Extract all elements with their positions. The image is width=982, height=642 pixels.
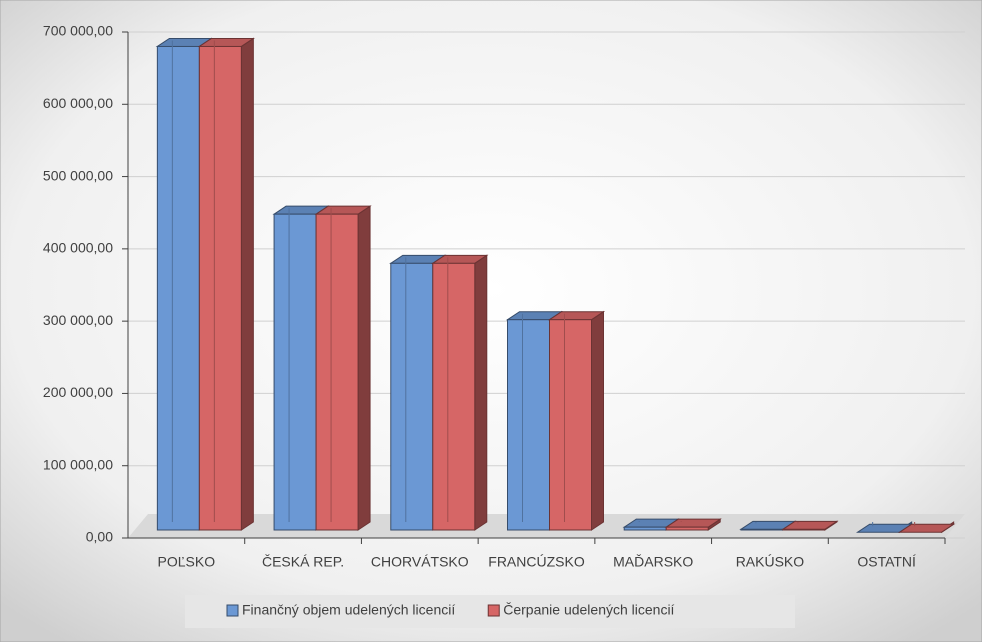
bar: [665, 526, 709, 531]
bar: [273, 213, 317, 531]
x-tick-label: OSTATNÍ: [857, 554, 916, 570]
bar: [782, 528, 826, 531]
legend-swatch: [487, 604, 500, 617]
bar: [623, 526, 667, 531]
x-tick-label: ČESKÁ REP.: [262, 554, 344, 570]
bar: [390, 262, 434, 531]
y-tick-label: 0,00: [86, 529, 113, 545]
bar: [432, 262, 476, 531]
x-tick-label: CHORVÁTSKO: [371, 554, 469, 570]
bar-top: [897, 523, 956, 533]
x-tick-label: POĽSKO: [158, 554, 216, 570]
bar-side: [591, 310, 604, 531]
y-tick-label: 300 000,00: [43, 312, 113, 328]
bar: [156, 45, 200, 531]
legend-label: Čerpanie udelených licencií: [503, 602, 674, 618]
y-tick-label: 500 000,00: [43, 167, 113, 183]
legend-swatch: [226, 604, 239, 617]
y-tick-label: 700 000,00: [43, 23, 113, 39]
bar: [315, 213, 359, 531]
y-tick-label: 100 000,00: [43, 456, 113, 472]
bar-side: [474, 254, 488, 531]
legend: Finančný objem udelených licencií Čerpani…: [185, 595, 795, 628]
y-tick-label: 400 000,00: [43, 240, 113, 256]
x-tick-label: MAĎARSKO: [613, 554, 693, 570]
bar: [549, 319, 592, 531]
bar-side: [240, 37, 254, 531]
y-tick-label: 600 000,00: [43, 95, 113, 111]
bar-side: [357, 205, 371, 531]
x-tick-label: FRANCÚZSKO: [488, 554, 585, 570]
bar: [507, 319, 550, 531]
x-tick-label: RAKÚSKO: [736, 554, 805, 570]
legend-label: Finančný objem udelených licencií: [242, 602, 455, 618]
y-tick-label: 200 000,00: [43, 384, 113, 400]
bar: [740, 528, 784, 531]
bar: [198, 45, 242, 531]
